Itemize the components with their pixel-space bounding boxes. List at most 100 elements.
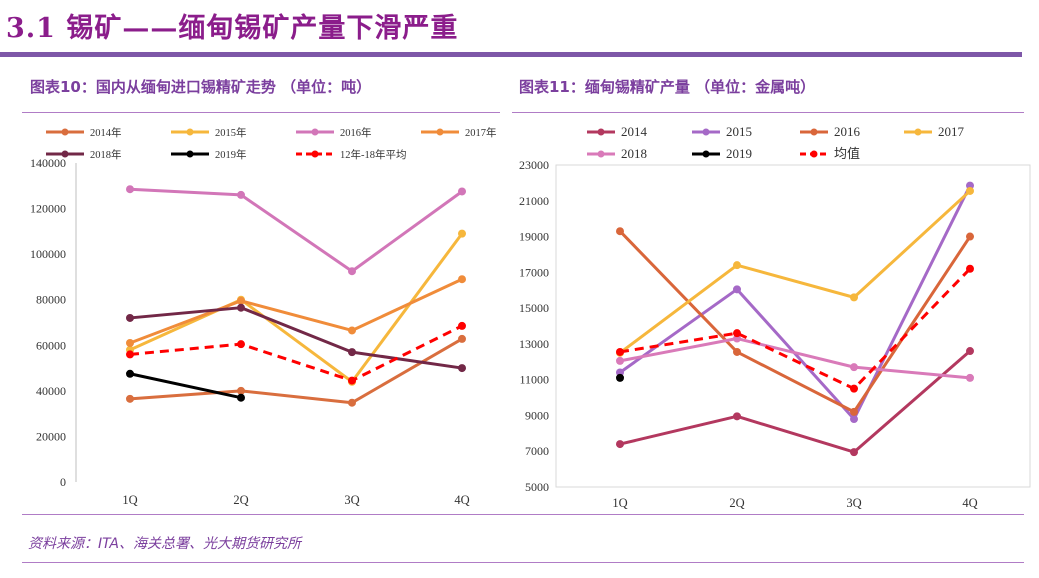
c10-y-tick-label: 120000 bbox=[30, 202, 66, 216]
source-rule-top bbox=[22, 514, 1024, 515]
c10-legend-marker-1 bbox=[186, 128, 194, 136]
c10-data-point bbox=[348, 348, 356, 357]
c10-x-tick-label: 4Q bbox=[454, 493, 469, 507]
c10-data-point bbox=[348, 326, 356, 335]
c11-data-point bbox=[850, 363, 858, 372]
c11-x-tick-label: 2Q bbox=[729, 496, 744, 510]
c10-data-point bbox=[126, 339, 134, 348]
c11-legend-label-1: 2015 bbox=[726, 124, 752, 139]
c10-data-point bbox=[348, 376, 356, 385]
title-divider-bar bbox=[0, 52, 1022, 57]
c11-data-point bbox=[850, 293, 858, 302]
c10-legend-label-2: 2016年 bbox=[340, 126, 372, 139]
c11-y-tick-label: 11000 bbox=[519, 373, 549, 387]
c10-legend-marker-6 bbox=[311, 150, 319, 158]
c11-series-line-0 bbox=[619, 349, 971, 454]
c10-series-line-6 bbox=[129, 324, 463, 383]
c10-y-tick-label: 60000 bbox=[36, 338, 66, 352]
c10-legend-label-1: 2015年 bbox=[215, 126, 247, 139]
c10-legend-label-4: 2018年 bbox=[90, 148, 122, 161]
c10-x-tick-label: 2Q bbox=[233, 493, 248, 507]
chart10-title-rule bbox=[22, 112, 500, 113]
c10-series-line-1 bbox=[129, 232, 464, 384]
c10-legend-label-5: 2019年 bbox=[215, 148, 247, 161]
c10-data-point bbox=[458, 275, 466, 284]
c10-data-point bbox=[458, 187, 466, 196]
c11-data-point bbox=[616, 227, 624, 236]
c10-legend-label-3: 2017年 bbox=[465, 126, 497, 139]
c11-series-line-3 bbox=[619, 189, 972, 355]
c11-data-point bbox=[850, 415, 858, 424]
c11-legend-label-5: 2019 bbox=[726, 146, 752, 161]
source-note: 资料来源：ITA、海关总署、光大期货研究所 bbox=[28, 536, 301, 552]
c10-data-point bbox=[126, 313, 134, 322]
c10-data-point bbox=[126, 394, 134, 403]
c11-legend-label-2: 2016 bbox=[834, 124, 861, 139]
c11-series-line-2 bbox=[618, 230, 972, 414]
c10-data-point bbox=[126, 185, 134, 194]
c11-data-point bbox=[616, 373, 624, 382]
c11-y-tick-label: 17000 bbox=[519, 265, 549, 279]
slide-title: 3.1 锡矿——缅甸锡矿产量下滑严重 bbox=[6, 13, 459, 44]
c11-data-point bbox=[733, 329, 741, 338]
c10-data-point bbox=[348, 398, 356, 407]
c11-series-line-4 bbox=[619, 337, 971, 380]
c11-legend-label-6: 均值 bbox=[834, 146, 860, 161]
c10-y-tick-label: 100000 bbox=[30, 247, 66, 261]
c10-legend-marker-0 bbox=[61, 128, 69, 136]
c10-data-point bbox=[237, 190, 245, 199]
c11-data-point bbox=[616, 347, 624, 356]
c10-data-point bbox=[237, 340, 245, 349]
chart10-title: 图表10：国内从缅甸进口锡精矿走势 （单位：吨） bbox=[30, 78, 372, 96]
c11-data-point bbox=[966, 347, 974, 356]
c11-y-tick-label: 15000 bbox=[519, 301, 549, 315]
c10-y-tick-label: 140000 bbox=[30, 156, 66, 170]
c10-legend-marker-3 bbox=[436, 128, 444, 136]
c11-series-line-1 bbox=[619, 184, 972, 421]
c10-series-line-0 bbox=[129, 337, 463, 405]
c10-y-tick-label: 20000 bbox=[36, 429, 66, 443]
c11-series-line-6 bbox=[619, 267, 972, 391]
chart11-title: 图表11：缅甸锡精矿产量 （单位：金属吨） bbox=[519, 78, 816, 96]
c10-legend-marker-4 bbox=[61, 150, 69, 158]
c10-data-point bbox=[237, 303, 245, 312]
c10-data-point bbox=[126, 350, 134, 359]
c10-data-point bbox=[237, 296, 245, 305]
c11-legend-marker-6 bbox=[810, 150, 818, 158]
source-rule-bottom bbox=[22, 562, 1024, 563]
c11-data-point bbox=[616, 356, 624, 365]
c11-data-point bbox=[966, 232, 974, 241]
c10-legend-marker-5 bbox=[186, 150, 194, 158]
c11-y-tick-label: 9000 bbox=[525, 408, 549, 422]
c11-data-point bbox=[616, 440, 624, 449]
chart11: 5000 7000 9000 11000 13000 15000 17000 19000 210… bbox=[519, 124, 1031, 510]
c10-legend-label-6: 12年-18年平均 bbox=[340, 148, 407, 161]
c10-legend-label-0: 2014年 bbox=[90, 126, 122, 139]
c10-series-line-5 bbox=[129, 372, 242, 400]
c11-data-point bbox=[733, 261, 741, 270]
c11-legend-marker-3 bbox=[914, 128, 922, 136]
chart11-title-rule bbox=[512, 112, 1024, 113]
c11-legend-marker-0 bbox=[597, 128, 605, 136]
c10-y-tick-label: 0 bbox=[60, 475, 66, 489]
c10-x-tick-label: 3Q bbox=[344, 493, 359, 507]
c11-legend-marker-1 bbox=[702, 128, 710, 136]
c11-data-point bbox=[850, 407, 858, 416]
c11-x-tick-label: 3Q bbox=[846, 496, 861, 510]
c10-data-point bbox=[237, 393, 245, 402]
c10-legend-marker-2 bbox=[311, 128, 319, 136]
c11-data-point bbox=[850, 384, 858, 393]
c11-legend-label-0: 2014 bbox=[621, 124, 648, 139]
c11-data-point bbox=[733, 285, 741, 294]
c10-data-point bbox=[458, 229, 466, 238]
c10-data-point bbox=[348, 267, 356, 276]
c11-legend-label-3: 2017 bbox=[938, 124, 965, 139]
chart10: 0 20000 40000 60000 80000 100000 120000 140000 1… bbox=[30, 126, 497, 507]
c10-y-tick-label: 40000 bbox=[36, 384, 66, 398]
c11-y-tick-label: 19000 bbox=[519, 230, 549, 244]
c11-plot-frame bbox=[555, 164, 1031, 488]
c11-data-point bbox=[733, 347, 741, 356]
c11-y-tick-label: 21000 bbox=[519, 194, 549, 208]
c10-data-point bbox=[458, 334, 466, 343]
c11-x-tick-label: 4Q bbox=[962, 496, 977, 510]
